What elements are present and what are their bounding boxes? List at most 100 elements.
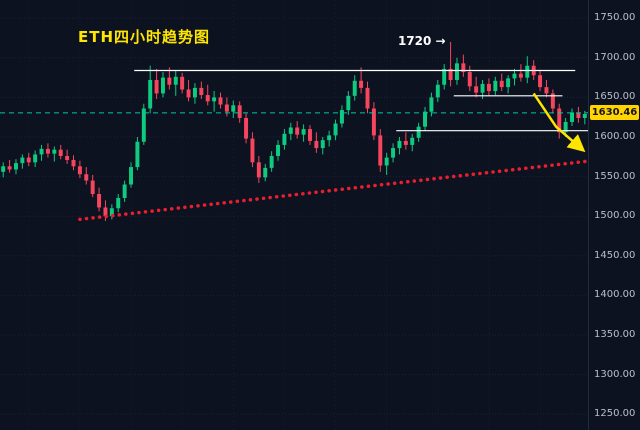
price-axis-label: 1750.00 — [594, 12, 636, 24]
level-lines — [134, 69, 588, 132]
candle-body — [282, 133, 287, 145]
candle-body — [576, 112, 581, 118]
candle-body — [1, 166, 6, 172]
candle-body — [474, 86, 479, 93]
price-axis-label: 1300.00 — [594, 368, 636, 380]
candle-body — [359, 80, 364, 88]
candle-body — [231, 105, 236, 112]
candle-body — [352, 80, 357, 96]
candle-body — [512, 73, 517, 79]
price-axis-label: 1450.00 — [594, 249, 636, 261]
candle-body — [506, 78, 511, 88]
candle-body — [301, 129, 306, 135]
chart-area[interactable]: 1720 → ETH四小时趋势图 — [0, 0, 588, 430]
candle-body — [448, 68, 453, 80]
chart-title: ETH四小时趋势图 — [78, 28, 211, 46]
candle-body — [71, 159, 76, 167]
candle-body — [582, 114, 587, 118]
price-axis-label: 1600.00 — [594, 130, 636, 142]
candle-body — [77, 166, 82, 175]
candle-body — [416, 126, 421, 138]
price-axis[interactable]: 1630.46 1750.00 1700.00 1650.00 1600.00 1550… — [588, 0, 640, 430]
candle-body — [224, 104, 229, 112]
candle-body — [148, 79, 153, 109]
candle-body — [218, 97, 223, 105]
candle-body — [269, 156, 274, 168]
price-axis-label: 1700.00 — [594, 51, 636, 63]
candle-body — [180, 76, 185, 90]
candlestick-chart[interactable]: 1720 → — [0, 0, 588, 430]
candle-body — [570, 112, 575, 122]
candles-layer — [1, 41, 587, 221]
candle-body — [410, 137, 415, 145]
candle-body — [327, 135, 332, 141]
candle-body — [371, 108, 376, 136]
candle-body — [58, 149, 63, 157]
candle-body — [499, 80, 504, 88]
candle-body — [84, 174, 89, 181]
candle-body — [295, 127, 300, 135]
candle-body — [167, 77, 172, 85]
candle-body — [525, 65, 530, 78]
candle-body — [518, 73, 523, 78]
candle-body — [244, 117, 249, 139]
candle-body — [52, 149, 57, 154]
candle-body — [205, 95, 210, 102]
candle-body — [116, 197, 121, 209]
price-axis-label: 1500.00 — [594, 210, 636, 222]
candle-body — [391, 148, 396, 158]
candle-body — [333, 123, 338, 136]
candle-body — [122, 184, 127, 198]
candle-body — [339, 110, 344, 124]
candle-body — [480, 83, 485, 93]
candle-body — [454, 63, 459, 80]
candle-body — [307, 129, 312, 141]
candle-body — [141, 108, 146, 142]
candle-body — [45, 148, 50, 154]
price-axis-label: 1550.00 — [594, 170, 636, 182]
candle-body — [563, 121, 568, 133]
candle-body — [97, 194, 102, 208]
candle-body — [129, 167, 134, 185]
candle-body — [423, 111, 428, 127]
current-price-badge: 1630.46 — [590, 105, 639, 121]
grid-lines — [0, 0, 588, 430]
candle-body — [320, 140, 325, 149]
peak-annotation: 1720 → — [398, 34, 446, 48]
candle-body — [467, 72, 472, 87]
candle-body — [103, 207, 108, 217]
candle-body — [192, 87, 197, 98]
candle-body — [135, 141, 140, 168]
candle-body — [173, 76, 178, 85]
candle-body — [365, 87, 370, 109]
candle-body — [378, 135, 383, 166]
candle-body — [544, 87, 549, 94]
price-axis-label: 1650.00 — [594, 91, 636, 103]
projection-arrow — [532, 92, 586, 153]
candle-body — [397, 140, 402, 149]
candle-body — [33, 154, 38, 163]
candle-body — [237, 105, 242, 118]
candle-body — [212, 97, 217, 102]
candle-body — [20, 157, 25, 164]
candle-body — [403, 140, 408, 145]
candle-body — [256, 162, 261, 178]
support-trendline — [78, 159, 588, 222]
candle-body — [314, 140, 319, 149]
candle-body — [39, 148, 44, 155]
candle-body — [26, 157, 31, 163]
candle-body — [384, 157, 389, 166]
candle-body — [442, 68, 447, 85]
candle-body — [160, 77, 165, 94]
candle-body — [557, 108, 562, 133]
candle-body — [346, 95, 351, 111]
price-axis-label: 1350.00 — [594, 328, 636, 340]
candle-body — [288, 127, 293, 134]
candle-body — [493, 80, 498, 92]
candle-body — [65, 156, 70, 160]
candle-body — [538, 75, 543, 88]
candle-body — [263, 167, 268, 178]
candle-body — [90, 180, 95, 195]
candle-body — [461, 63, 466, 73]
